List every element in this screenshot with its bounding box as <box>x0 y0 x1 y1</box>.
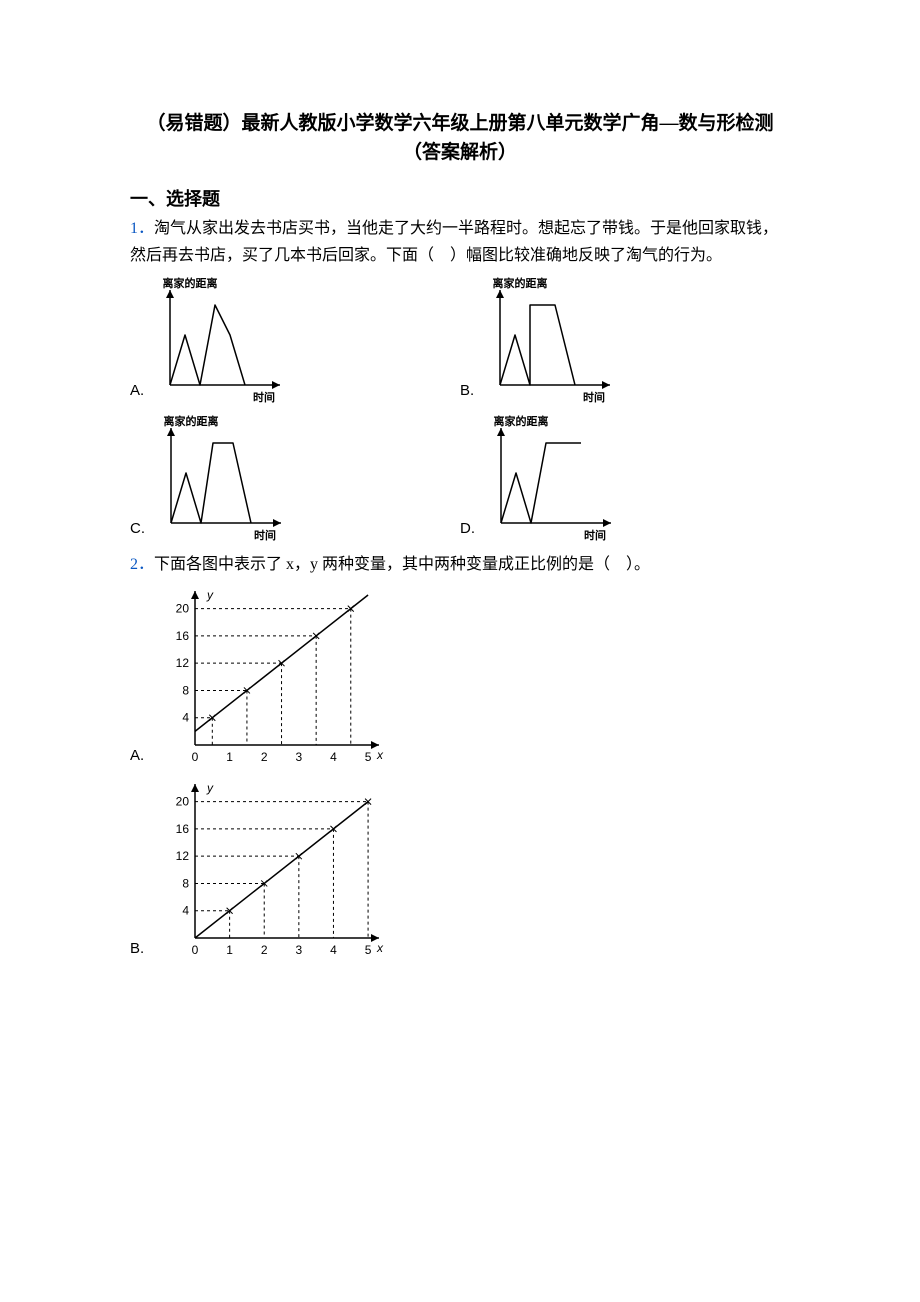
question-2: 2．下面各图中表示了 x，y 两种变量，其中两种变量成正比例的是（ ）。 <box>130 551 790 578</box>
svg-text:12: 12 <box>176 849 190 863</box>
svg-text:2: 2 <box>261 943 268 957</box>
q1-chart-c: 离家的距离时间 <box>151 413 321 543</box>
q1-opt-c-letter: C. <box>130 520 145 543</box>
q2-option-a: A. yx48121620012345 <box>130 585 790 770</box>
title-line-2: （答案解析） <box>130 139 790 168</box>
svg-text:2: 2 <box>261 750 268 764</box>
q2-options: A. yx48121620012345 B. yx48121620012345 <box>130 585 790 971</box>
svg-text:4: 4 <box>183 710 190 724</box>
q1-chart-d: 离家的距离时间 <box>481 413 651 543</box>
svg-text:4: 4 <box>330 943 337 957</box>
section-heading: 一、选择题 <box>130 185 790 211</box>
q1-opt-d-letter: D. <box>460 520 475 543</box>
svg-text:时间: 时间 <box>254 528 276 542</box>
svg-text:离家的距离: 离家的距离 <box>163 276 218 290</box>
q2-option-b: B. yx48121620012345 <box>130 778 790 963</box>
q1-text: 淘气从家出发去书店买书，当他走了大约一半路程时。想起忘了带钱。于是他回家取钱，然… <box>130 220 778 264</box>
q2-opt-b-letter: B. <box>130 940 144 963</box>
svg-text:8: 8 <box>183 683 190 697</box>
svg-text:16: 16 <box>176 821 190 835</box>
svg-text:5: 5 <box>365 750 372 764</box>
svg-text:x: x <box>376 941 384 955</box>
title-line-1: （易错题）最新人教版小学数学六年级上册第八单元数学广角—数与形检测 <box>130 110 790 139</box>
svg-text:20: 20 <box>176 794 190 808</box>
q1-options: A. 离家的距离时间 B. 离家的距离时间 C. 离家的距离时间 D. 离家的距… <box>130 275 790 551</box>
q1-option-c: C. 离家的距离时间 <box>130 413 460 543</box>
q1-number: 1． <box>130 220 154 237</box>
q1-chart-b: 离家的距离时间 <box>480 275 650 405</box>
q2-chart-a: yx48121620012345 <box>150 585 385 770</box>
q1-opt-a-letter: A. <box>130 382 144 405</box>
svg-text:时间: 时间 <box>253 390 275 404</box>
q2-number: 2． <box>130 556 154 573</box>
svg-text:0: 0 <box>192 750 199 764</box>
svg-text:4: 4 <box>183 903 190 917</box>
svg-text:离家的距离: 离家的距离 <box>164 414 219 428</box>
svg-text:1: 1 <box>226 750 233 764</box>
q2-chart-b: yx48121620012345 <box>150 778 385 963</box>
svg-text:20: 20 <box>176 601 190 615</box>
svg-text:8: 8 <box>183 876 190 890</box>
svg-text:12: 12 <box>176 656 190 670</box>
svg-text:时间: 时间 <box>584 528 606 542</box>
q1-option-b: B. 离家的距离时间 <box>460 275 790 405</box>
q2-text: 下面各图中表示了 x，y 两种变量，其中两种变量成正比例的是（ ）。 <box>154 556 650 573</box>
svg-text:时间: 时间 <box>583 390 605 404</box>
svg-text:0: 0 <box>192 943 199 957</box>
page-title: （易错题）最新人教版小学数学六年级上册第八单元数学广角—数与形检测 （答案解析） <box>130 110 790 167</box>
svg-text:3: 3 <box>296 943 303 957</box>
q1-option-a: A. 离家的距离时间 <box>130 275 460 405</box>
svg-text:y: y <box>206 588 214 602</box>
svg-text:5: 5 <box>365 943 372 957</box>
svg-text:4: 4 <box>330 750 337 764</box>
svg-text:离家的距离: 离家的距离 <box>494 414 549 428</box>
q1-chart-a: 离家的距离时间 <box>150 275 320 405</box>
svg-text:x: x <box>376 748 384 762</box>
q1-opt-b-letter: B. <box>460 382 474 405</box>
svg-text:离家的距离: 离家的距离 <box>493 276 548 290</box>
svg-text:1: 1 <box>226 943 233 957</box>
question-1: 1．淘气从家出发去书店买书，当他走了大约一半路程时。想起忘了带钱。于是他回家取钱… <box>130 215 790 269</box>
q2-opt-a-letter: A. <box>130 747 144 770</box>
svg-text:16: 16 <box>176 628 190 642</box>
q1-option-d: D. 离家的距离时间 <box>460 413 790 543</box>
svg-text:3: 3 <box>296 750 303 764</box>
svg-text:y: y <box>206 781 214 795</box>
